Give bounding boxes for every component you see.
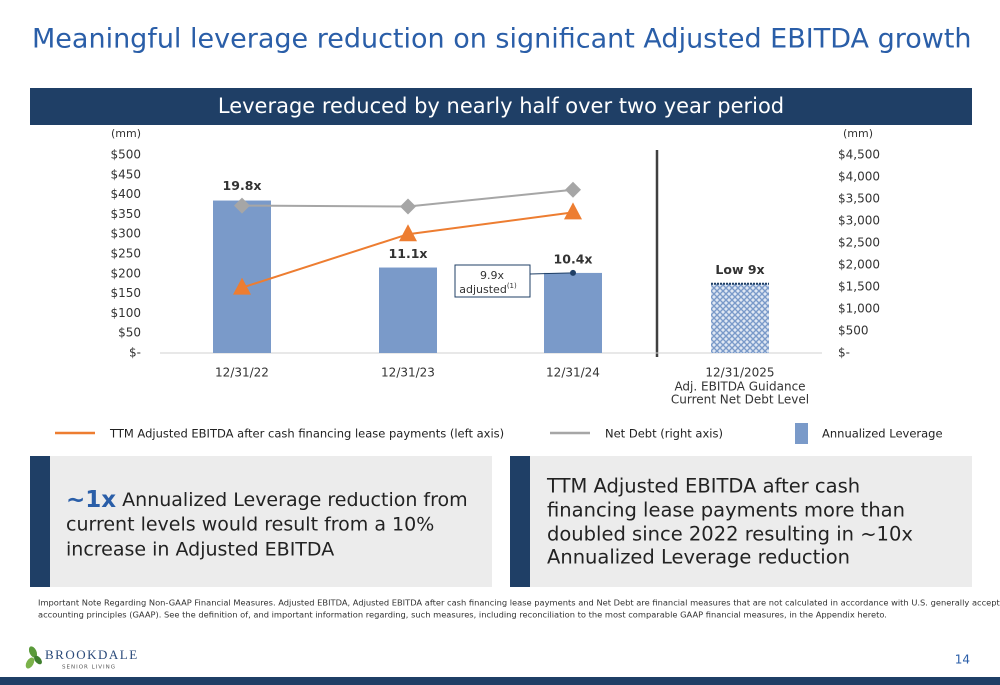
- annotation-sub: adjusted: [459, 283, 507, 296]
- bar: [544, 272, 602, 353]
- annotation: adjusted(1): [459, 282, 517, 296]
- value-label: 11.1x: [389, 246, 428, 261]
- value-label: Low 9x: [715, 262, 764, 277]
- box-line: TTM Adjusted EBITDA after cash: [546, 475, 860, 498]
- footnote: Important Note Regarding Non-GAAP Financ…: [38, 598, 1000, 608]
- annotation-sup: (1): [507, 282, 517, 290]
- value-label: 19.8x: [223, 178, 262, 193]
- y2-tick-label: $4,000: [838, 170, 880, 184]
- y2-tick-label: $2,500: [838, 236, 880, 250]
- banner: [30, 88, 972, 125]
- slide-title: Meaningful leverage reduction on signifi…: [32, 24, 972, 55]
- left-unit: (mm): [111, 127, 141, 140]
- box-line: Annualized Leverage reduction: [547, 546, 850, 569]
- highlight: ~1x: [66, 487, 116, 513]
- logo-icon: [25, 646, 42, 669]
- annotation-dot: [570, 269, 576, 276]
- x-tick-label: 12/31/23: [381, 366, 435, 380]
- marker: [233, 277, 251, 295]
- box-strip: [30, 456, 50, 587]
- box-strip: [510, 456, 530, 587]
- marker: [565, 181, 581, 198]
- bar: [213, 200, 271, 353]
- annotation: 9.9x: [480, 269, 504, 282]
- y2-tick-label: $1,500: [838, 280, 880, 294]
- bar: [711, 283, 769, 353]
- x-tick-label: 12/31/24: [546, 366, 600, 380]
- page-number: 14: [955, 653, 970, 667]
- y2-tick-label: $1,000: [838, 302, 880, 316]
- value-label: 10.4x: [554, 251, 593, 266]
- y-tick-label: $300: [110, 227, 141, 241]
- legend-swatch: [795, 423, 808, 444]
- y-tick-label: $100: [110, 306, 141, 320]
- box-line: doubled since 2022 resulting in ~10x: [547, 523, 913, 546]
- y2-tick-label: $3,500: [838, 192, 880, 206]
- y-tick-label: $500: [110, 148, 141, 162]
- y2-tick-label: $3,000: [838, 214, 880, 228]
- bottom-bar: [0, 677, 1000, 685]
- box-line: Annualized Leverage reduction from: [116, 489, 468, 511]
- box: [30, 456, 492, 587]
- footnote: accounting principles (GAAP). See the de…: [38, 610, 887, 620]
- box-line: increase in Adjusted EBITDA: [66, 539, 334, 561]
- y-tick-label: $150: [110, 286, 141, 300]
- legend-label: TTM Adjusted EBITDA after cash financing…: [109, 427, 504, 441]
- y2-tick-label: $4,500: [838, 148, 880, 162]
- chart: $- $50 $100 $150 $200 $250 $300 $350 $400 $450 $50…: [55, 148, 943, 444]
- y2-tick-label: $500: [838, 324, 869, 338]
- box: [510, 456, 972, 587]
- y-tick-label: $50: [118, 326, 141, 340]
- y2-tick-label: $2,000: [838, 258, 880, 272]
- right-unit: (mm): [843, 127, 873, 140]
- y-tick-label: $400: [110, 187, 141, 201]
- y-tick-label: $-: [129, 346, 141, 360]
- category-note: Current Net Debt Level: [671, 393, 809, 407]
- marker: [234, 197, 250, 214]
- y-tick-label: $200: [110, 266, 141, 280]
- category-note: Adj. EBITDA Guidance: [674, 380, 805, 394]
- y2-tick-label: $-: [838, 346, 850, 360]
- y-tick-label: $350: [110, 207, 141, 221]
- banner-text: Leverage reduced by nearly half over two…: [218, 94, 784, 118]
- y-tick-label: $250: [110, 247, 141, 261]
- annotation-box: [454, 264, 531, 298]
- box-line: financing lease payments more than: [547, 499, 905, 522]
- marker: [400, 198, 416, 215]
- bar: [379, 267, 437, 353]
- logo-tagline: SENIOR LIVING: [62, 665, 116, 671]
- box-line: current levels would result from a 10%: [66, 514, 434, 536]
- annotation-leader: [529, 272, 574, 275]
- box-text: ~1x Annualized Leverage reduction from: [66, 487, 468, 513]
- legend-label: Net Debt (right axis): [605, 427, 723, 441]
- marker: [564, 202, 582, 220]
- legend-label: Annualized Leverage: [822, 427, 943, 441]
- logo-name: BROOKDALE: [45, 647, 139, 662]
- x-tick-label: 12/31/2025: [705, 366, 774, 380]
- y-tick-label: $450: [110, 167, 141, 181]
- marker: [399, 224, 417, 242]
- x-tick-label: 12/31/22: [215, 366, 269, 380]
